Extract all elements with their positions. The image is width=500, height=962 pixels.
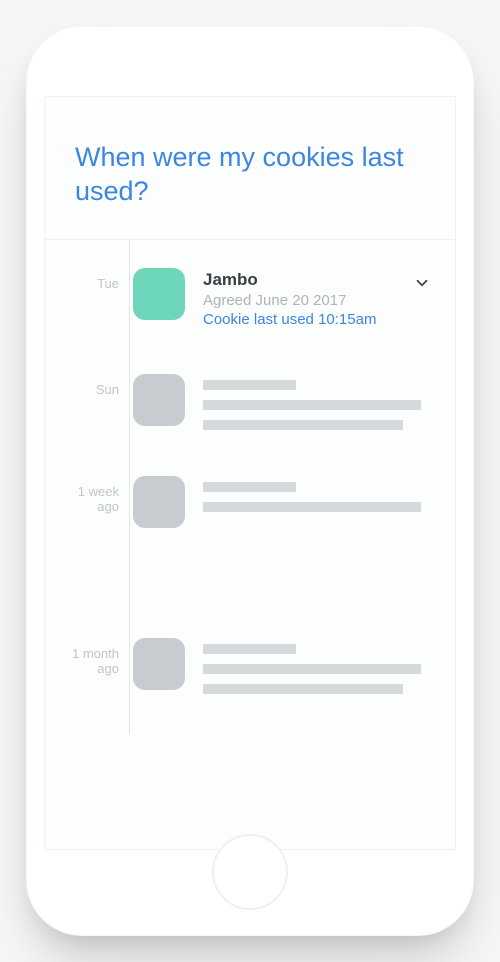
timeline-item-content: Jambo Agreed June 20 2017 Cookie last us… — [203, 268, 435, 328]
page-title: When were my cookies last used? — [75, 141, 425, 209]
stage: When were my cookies last used? Tue Jamb… — [0, 0, 500, 962]
skeleton-line — [203, 482, 296, 492]
skeleton-line — [203, 644, 296, 654]
timeline-day-label: Tue — [63, 268, 119, 292]
app-tile — [133, 268, 185, 320]
skeleton-line — [203, 664, 421, 674]
timeline-item-accent: Cookie last used 10:15am — [203, 311, 435, 328]
timeline-day-label: 1 week ago — [63, 476, 119, 515]
skeleton-line — [203, 400, 421, 410]
chevron-down-icon[interactable] — [413, 274, 431, 292]
screen: When were my cookies last used? Tue Jamb… — [44, 96, 456, 850]
timeline-item-subtitle: Agreed June 20 2017 — [203, 292, 435, 309]
timeline-item-placeholder[interactable]: 1 week ago — [63, 476, 435, 528]
timeline-item-placeholder[interactable]: 1 month ago — [63, 638, 435, 694]
timeline-day-label: 1 month ago — [63, 638, 119, 677]
phone-frame: When were my cookies last used? Tue Jamb… — [26, 26, 474, 936]
header: When were my cookies last used? — [45, 97, 455, 240]
timeline-item[interactable]: Tue Jambo Agreed June 20 2017 Cookie las… — [63, 268, 435, 328]
skeleton-line — [203, 502, 421, 512]
timeline-item-content — [203, 374, 435, 430]
home-button[interactable] — [212, 834, 288, 910]
app-tile-placeholder — [133, 476, 185, 528]
skeleton-line — [203, 420, 403, 430]
timeline: Tue Jambo Agreed June 20 2017 Cookie las… — [45, 240, 455, 734]
app-tile-placeholder — [133, 638, 185, 690]
timeline-item-content — [203, 476, 435, 512]
skeleton-line — [203, 684, 403, 694]
timeline-item-placeholder[interactable]: Sun — [63, 374, 435, 430]
app-tile-placeholder — [133, 374, 185, 426]
timeline-day-label: Sun — [63, 374, 119, 398]
timeline-item-content — [203, 638, 435, 694]
skeleton-line — [203, 380, 296, 390]
timeline-item-title: Jambo — [203, 270, 435, 290]
